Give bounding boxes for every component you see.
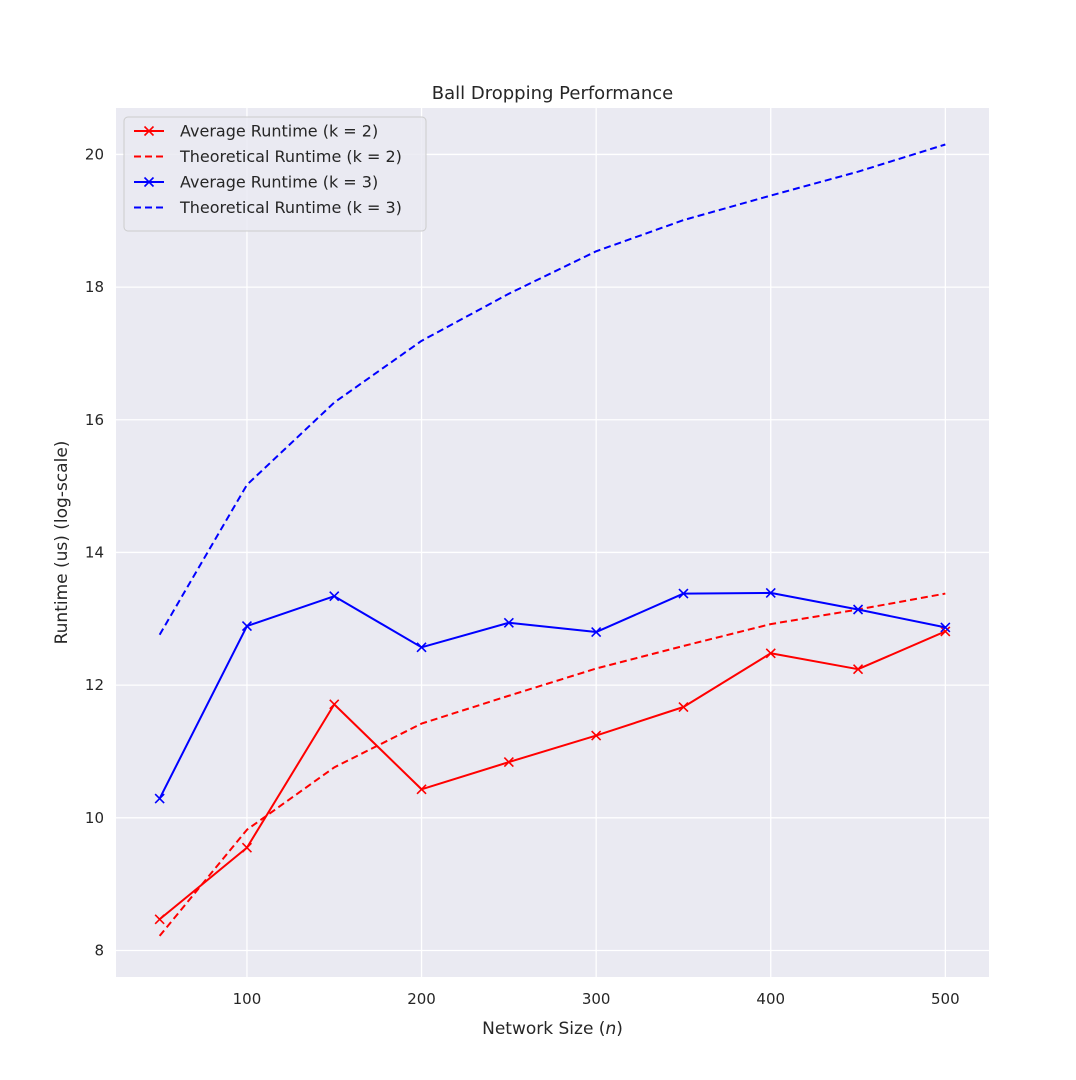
tick-labels: 100 200 300 400 500 8 10 12 14 16 18 20 (85, 145, 960, 1008)
series-3 (154, 587, 951, 804)
series-1 (154, 626, 951, 925)
legend-label: Theoretical Runtime (k = 3) (179, 198, 402, 217)
x-tick-label: 200 (407, 990, 436, 1008)
data-point-marker (329, 699, 340, 710)
series-4 (158, 143, 946, 636)
x-tick-label: 300 (582, 990, 611, 1008)
gridlines (116, 108, 989, 977)
legend-label: Average Runtime (k = 2) (180, 122, 378, 141)
legend: Average Runtime (k = 2) Theoretical Runti… (123, 116, 427, 232)
data-point-marker (591, 626, 602, 638)
x-tick-label: 500 (931, 990, 960, 1008)
legend-label: Theoretical Runtime (k = 2) (179, 147, 402, 166)
legend-item: Theoretical Runtime (k = 3) (134, 198, 402, 217)
x-tick-label: 400 (756, 990, 785, 1008)
data-point-marker (503, 617, 514, 628)
x-tick-label: 100 (233, 990, 262, 1008)
y-tick-label: 10 (85, 809, 104, 827)
data-point-marker (940, 622, 951, 633)
series-line (158, 592, 946, 937)
data-point-marker (154, 793, 165, 804)
y-tick-label: 12 (85, 676, 104, 694)
series-line (158, 591, 946, 800)
data-point-marker (765, 587, 776, 598)
series-line (159, 630, 946, 921)
y-tick-label: 16 (85, 411, 104, 429)
legend-label: Average Runtime (k = 3) (180, 173, 378, 192)
legend-box (123, 116, 427, 232)
series-lines (154, 143, 951, 937)
data-point-marker (765, 648, 776, 659)
data-point-marker (329, 591, 340, 602)
data-point-marker (591, 730, 602, 741)
y-tick-label: 18 (85, 278, 104, 296)
series-2 (158, 592, 946, 937)
data-point-marker (503, 757, 514, 768)
y-axis-label: Runtime (us) (log-scale) (52, 441, 72, 645)
data-point-marker (416, 642, 427, 653)
series-line (158, 143, 946, 636)
data-point-marker (241, 842, 253, 853)
data-point-marker (852, 604, 864, 615)
plot-area (116, 108, 989, 977)
data-point-marker (154, 914, 165, 925)
data-point-marker (416, 784, 427, 795)
data-point-marker (678, 701, 689, 713)
legend-item: Average Runtime (k = 3) (134, 173, 378, 192)
legend-marker (143, 125, 155, 137)
y-tick-label: 14 (85, 543, 104, 561)
legend-item: Average Runtime (k = 2) (134, 122, 378, 141)
data-point-marker (940, 626, 951, 637)
legend-marker (143, 176, 155, 188)
data-point-marker (241, 621, 253, 632)
y-tick-label: 20 (85, 145, 104, 163)
y-tick-label: 8 (94, 941, 104, 959)
data-point-marker (852, 664, 864, 675)
chart-title: Ball Dropping Performance (432, 83, 673, 104)
x-axis-label: Network Size (n) (482, 1019, 623, 1039)
legend-item: Theoretical Runtime (k = 2) (134, 147, 402, 166)
data-point-marker (678, 588, 689, 599)
